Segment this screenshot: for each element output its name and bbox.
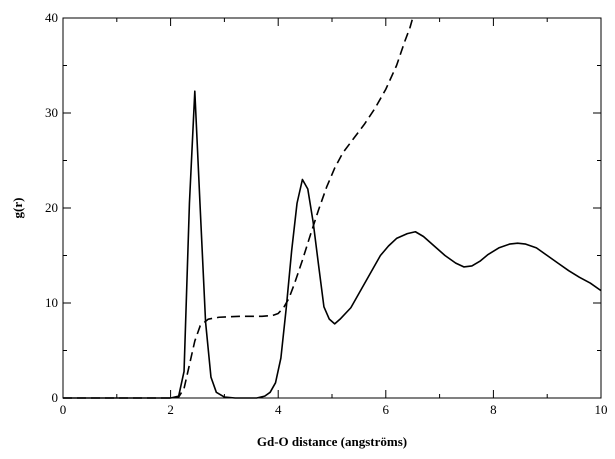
y-tick-label: 30 (45, 105, 58, 120)
x-tick-label: 8 (490, 402, 497, 417)
x-tick-label: 0 (60, 402, 67, 417)
y-tick-label: 0 (52, 390, 59, 405)
y-tick-label: 40 (45, 10, 58, 25)
y-tick-label: 20 (45, 200, 58, 215)
y-tick-label: 10 (45, 295, 58, 310)
y-axis-title: g(r) (10, 198, 25, 219)
x-tick-label: 6 (383, 402, 390, 417)
plot-frame (62, 17, 602, 399)
series-layer (63, 17, 602, 399)
dashed-series-line (63, 17, 414, 399)
axis-labels: 0 2 4 6 8 10 0 10 20 30 40 (45, 10, 608, 417)
x-axis-title: Gd-O distance (angströms) (257, 434, 407, 449)
x-tick-label: 2 (167, 402, 174, 417)
x-tick-label: 4 (275, 402, 282, 417)
x-tick-label: 10 (595, 402, 608, 417)
axis-ticks (62, 17, 602, 399)
solid-series-line (63, 90, 602, 399)
